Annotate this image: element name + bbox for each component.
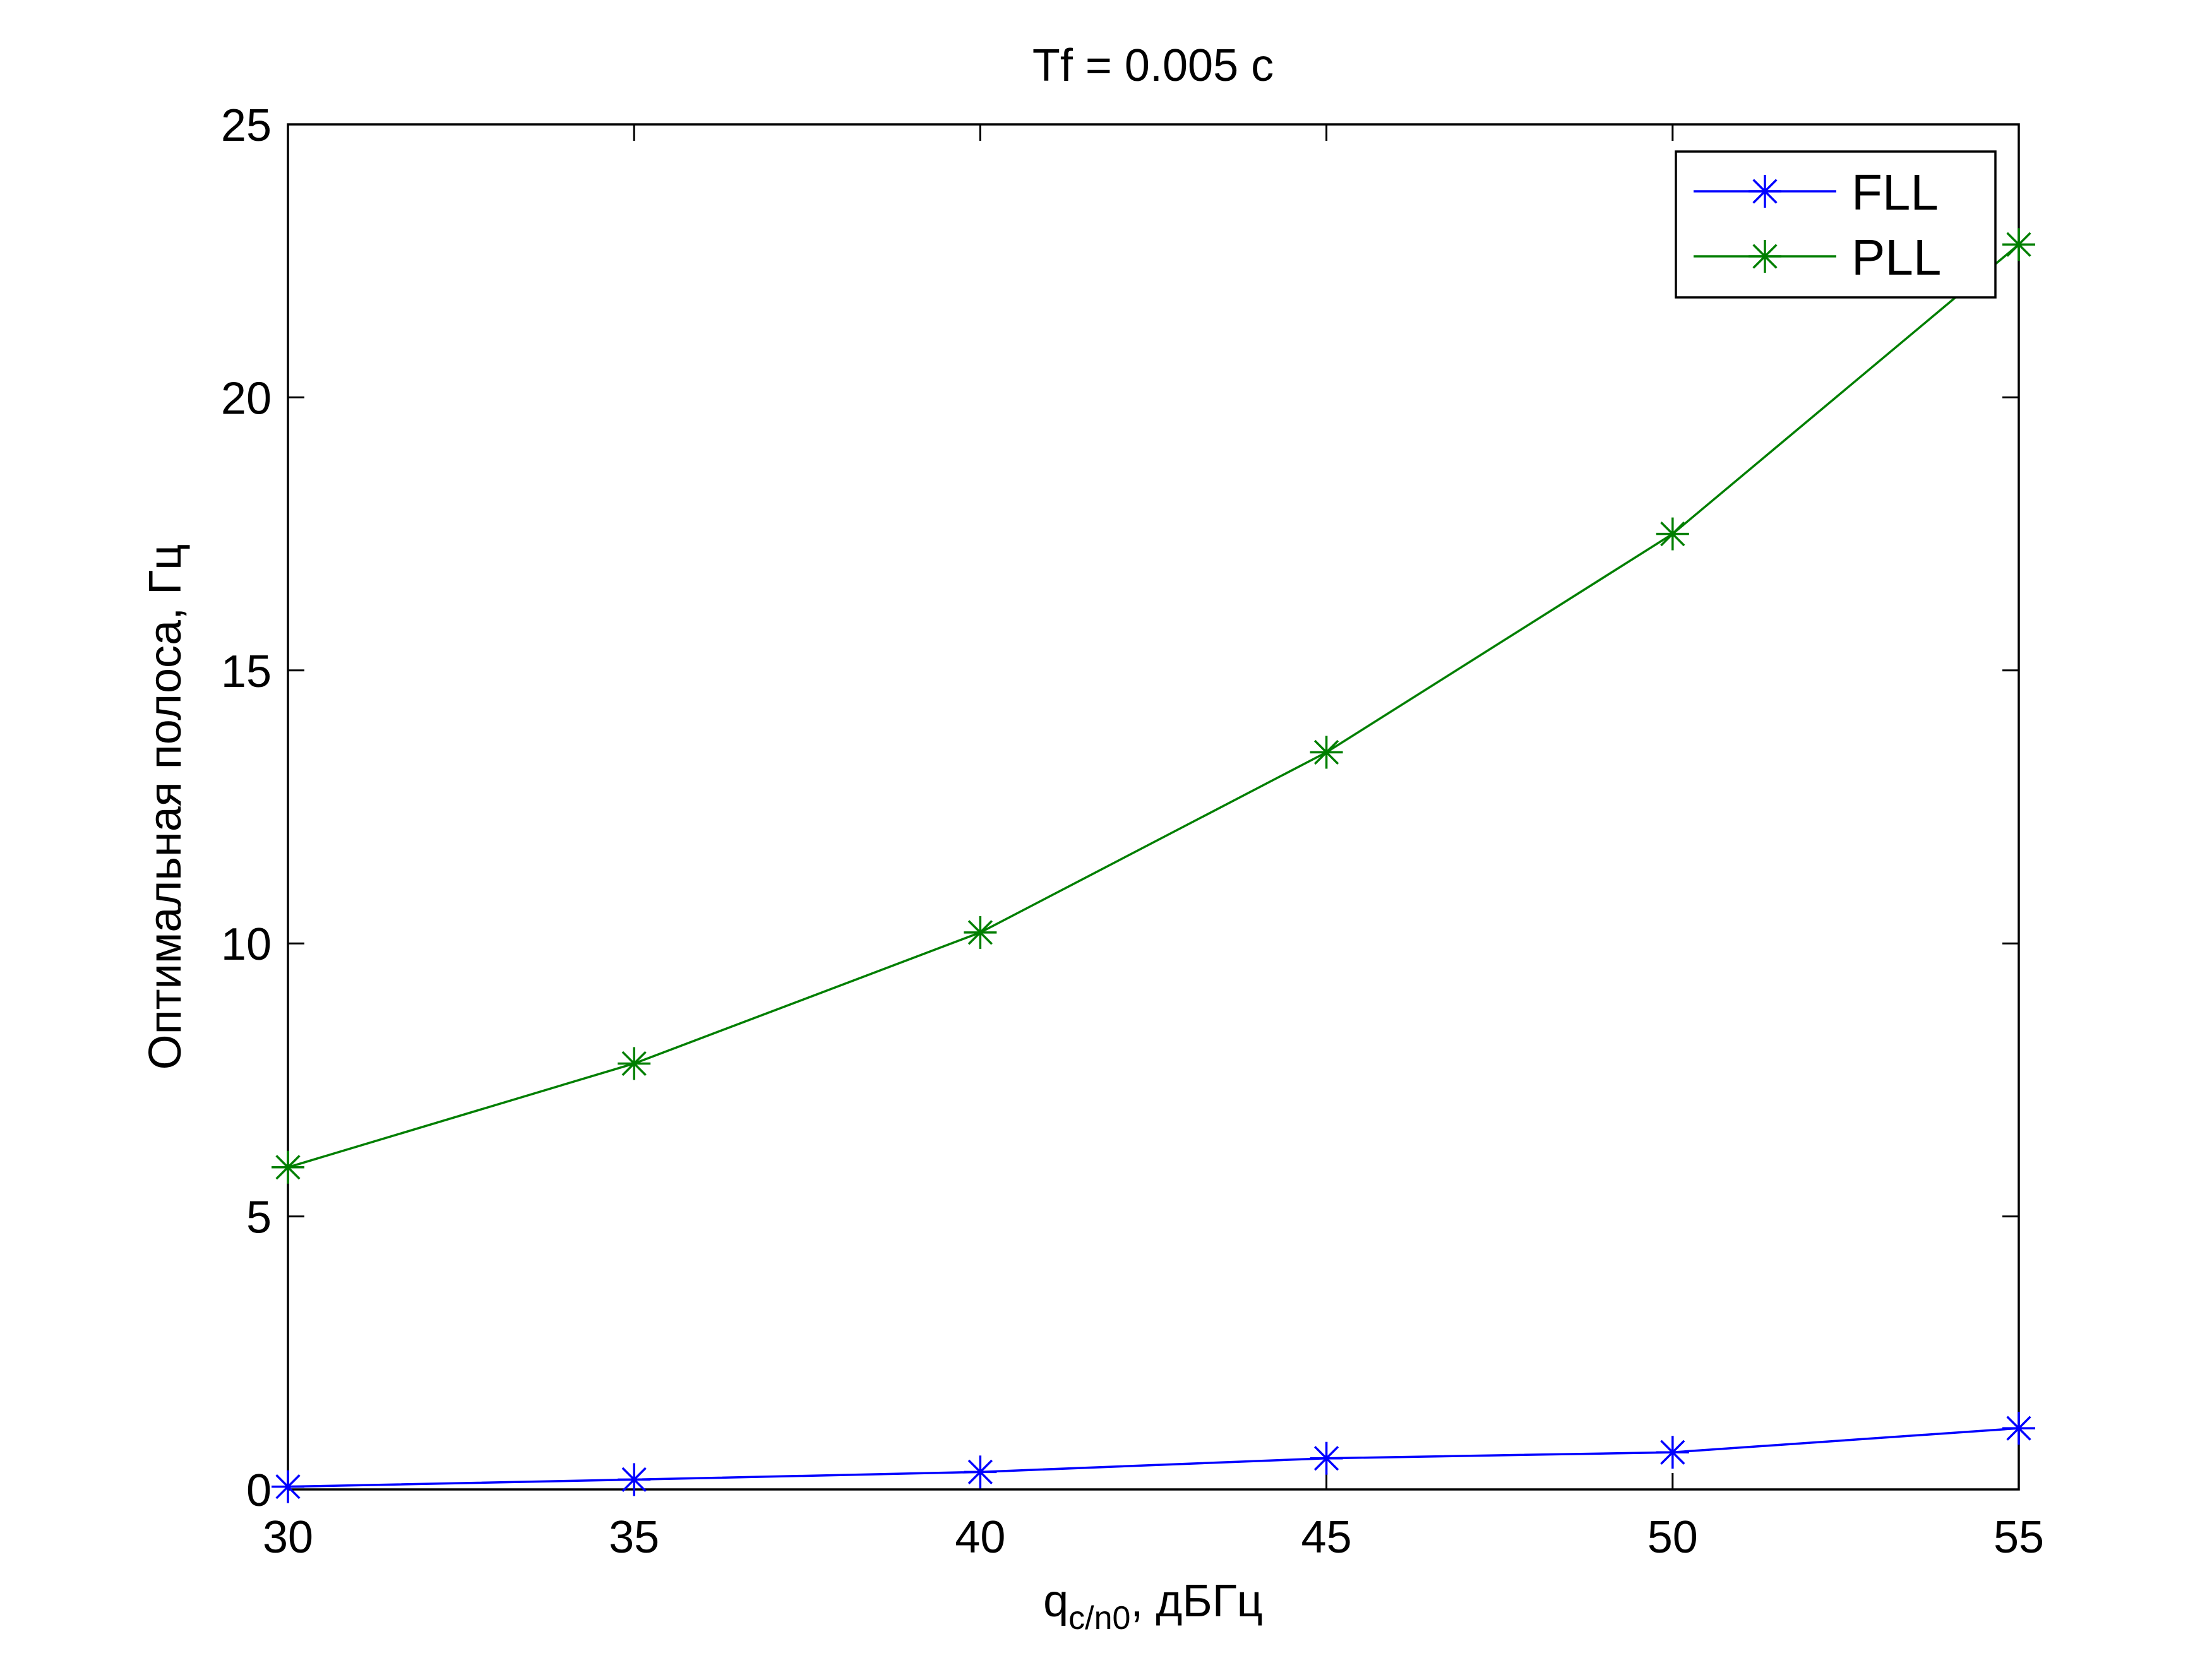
x-tick-label: 45 [1301, 1512, 1352, 1563]
y-tick-label: 25 [221, 100, 272, 151]
legend-label-fll: FLL [1851, 164, 1939, 220]
x-tick-label: 30 [263, 1512, 313, 1563]
data-point-pll [1656, 517, 1689, 551]
data-point-pll [1310, 736, 1343, 769]
data-point-fll [272, 1470, 304, 1503]
legend: FLL PLL [1675, 150, 1997, 299]
y-tick-labels: 0 5 10 15 20 25 [221, 100, 272, 1516]
legend-marker-pll [1749, 240, 1781, 273]
data-point-fll [2002, 1412, 2035, 1445]
legend-entries: FLL PLL [1694, 164, 1941, 285]
y-tick-label: 0 [246, 1465, 272, 1516]
y-tick-label: 10 [221, 919, 272, 970]
data-point-pll [618, 1047, 651, 1080]
x-tick-label: 40 [955, 1512, 1005, 1563]
y-tick-label: 5 [246, 1193, 272, 1243]
axes-frame [287, 123, 2020, 1491]
x-tick-labels: 30 35 40 45 50 55 [263, 1512, 2044, 1563]
series-line-pll [287, 243, 2020, 1169]
chart-title: Tf = 0.005 с [1032, 40, 1274, 91]
data-point-pll [964, 915, 997, 949]
data-point-pll [2002, 228, 2035, 261]
data-series [272, 228, 2035, 1503]
series-line-fll [287, 1427, 2019, 1488]
x-axis-label: qc/n0, дБГц [1043, 1576, 1263, 1637]
data-point-fll [1656, 1436, 1689, 1469]
x-tick-label: 55 [1994, 1512, 2044, 1563]
x-axis-label-suffix: , дБГц [1130, 1576, 1263, 1626]
legend-label-pll: PLL [1851, 229, 1941, 285]
x-axis-label-main: q [1043, 1576, 1068, 1626]
legend-box [1675, 150, 1997, 299]
y-tick-label: 15 [221, 647, 272, 697]
y-axis-label: Оптимальная полоса, Гц [140, 544, 191, 1070]
legend-marker-fll [1749, 175, 1781, 208]
x-tick-label: 50 [1647, 1512, 1698, 1563]
x-axis-label-subscript: c/n0 [1068, 1600, 1130, 1637]
x-tick-label: 35 [609, 1512, 659, 1563]
y-tick-label: 20 [221, 373, 272, 424]
data-point-pll [272, 1150, 304, 1184]
data-point-fll [1310, 1441, 1343, 1475]
data-point-fll [618, 1463, 651, 1496]
data-point-fll [964, 1455, 997, 1489]
